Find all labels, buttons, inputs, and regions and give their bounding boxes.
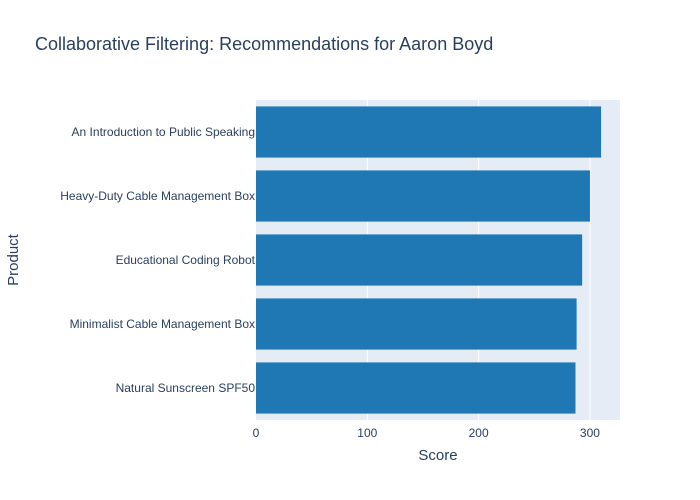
y-tick-label: Educational Coding Robot	[116, 253, 256, 267]
chart-title: Collaborative Filtering: Recommendations…	[35, 34, 493, 54]
x-axis-title: Score	[418, 447, 457, 464]
bar	[256, 170, 590, 222]
bars	[256, 106, 602, 414]
y-tick-label: Heavy-Duty Cable Management Box	[60, 189, 255, 203]
bar	[256, 298, 577, 350]
bar	[256, 362, 576, 414]
y-axis-title: Product	[5, 233, 22, 286]
x-tick-labels: 0 100 200 300	[253, 426, 601, 440]
bar	[256, 234, 583, 286]
x-tick-label: 200	[469, 426, 489, 440]
y-tick-label: Natural Sunscreen SPF50	[116, 381, 256, 395]
x-tick-label: 0	[253, 426, 260, 440]
x-tick-label: 300	[580, 426, 600, 440]
y-tick-labels: An Introduction to Public Speaking Heavy-…	[60, 125, 255, 395]
x-tick-label: 100	[357, 426, 377, 440]
bar	[256, 106, 602, 158]
y-tick-label: Minimalist Cable Management Box	[70, 317, 255, 331]
y-tick-label: An Introduction to Public Speaking	[72, 125, 255, 139]
